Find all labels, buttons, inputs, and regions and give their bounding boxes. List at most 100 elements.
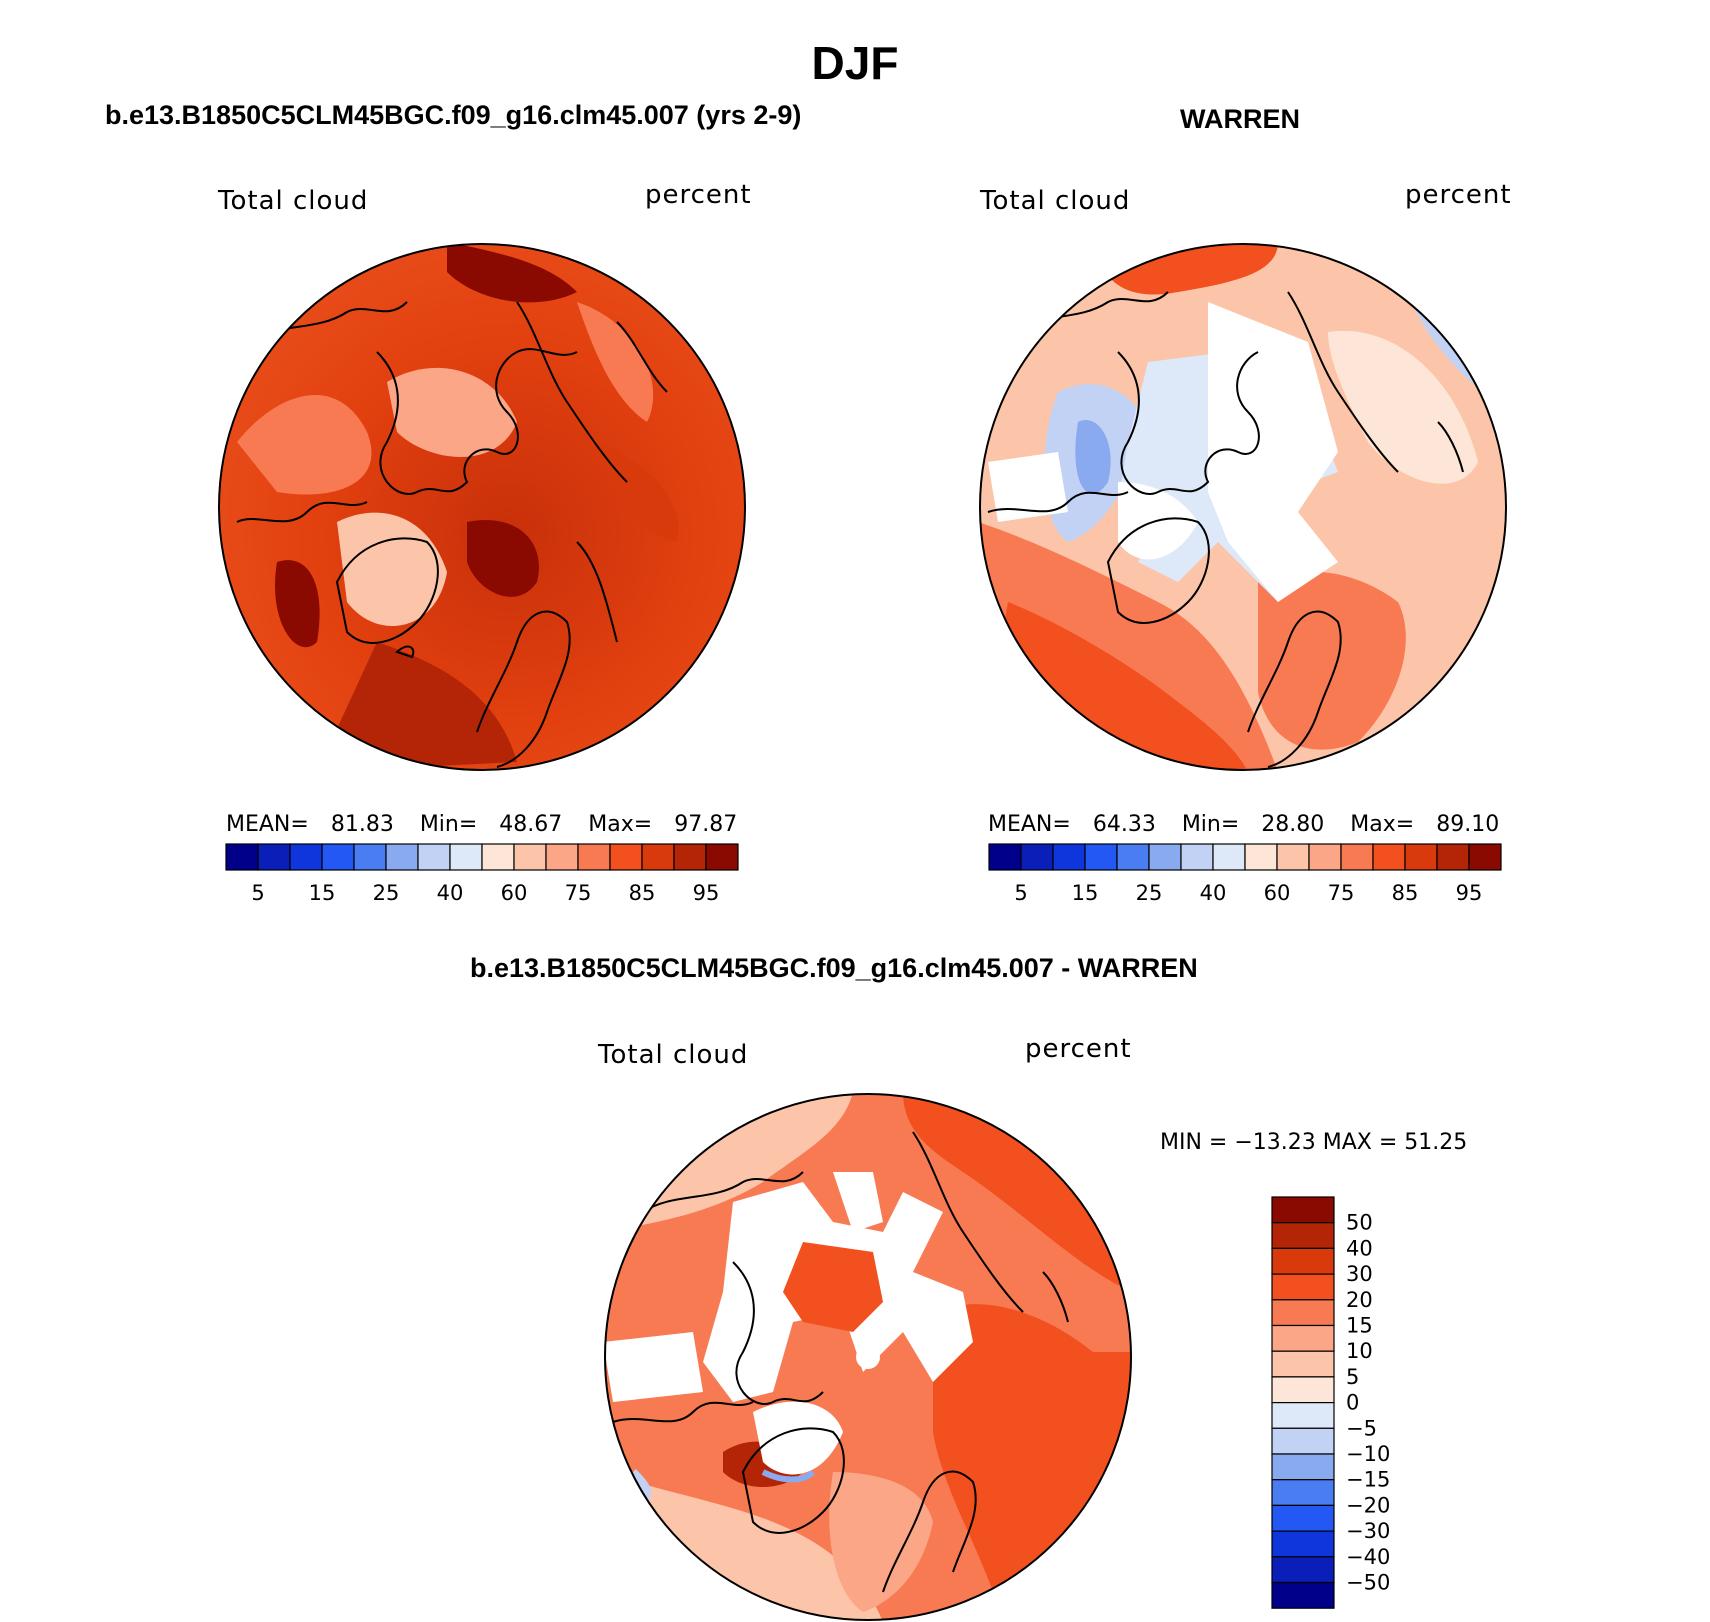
model-colorbar-swatch [385,843,419,871]
obs-mean-label: MEAN= [988,812,1071,837]
diff-colorbar-tick-label: −10 [1346,1442,1390,1466]
model-variable-label: Total cloud [218,186,369,216]
diff-colorbar-swatch [1271,1453,1335,1481]
model-colorbar-swatch [353,843,387,871]
obs-colorbar-tick-label: 25 [1136,881,1163,905]
diff-colorbar-swatch [1271,1324,1335,1352]
obs-colorbar-swatch [1404,843,1438,871]
diff-colorbar-tick-label: 30 [1346,1262,1373,1286]
diff-panel-heading: b.e13.B1850C5CLM45BGC.f09_g16.clm45.007 … [470,953,1198,983]
diff-colorbar-swatch [1271,1504,1335,1532]
diff-colorbar-swatch [1271,1222,1335,1250]
diff-colorbar-swatch [1271,1196,1335,1224]
obs-colorbar-tick-label: 85 [1392,881,1419,905]
obs-colorbar-swatch [1180,843,1214,871]
model-colorbar-tick-label: 85 [629,881,656,905]
model-min-label: Min= [419,812,478,837]
diff-colorbar-tick-label: 40 [1346,1236,1373,1260]
diff-colorbar-tick-label: −20 [1346,1493,1390,1517]
obs-colorbar-tick-label: 5 [1014,881,1027,905]
obs-colorbar-tick-label: 15 [1072,881,1099,905]
obs-mean-value: 64.33 [1092,812,1156,837]
diff-colorbar-tick-label: 15 [1346,1314,1373,1338]
model-colorbar-swatch [289,843,323,871]
figure-title: DJF [811,37,899,89]
model-colorbar-swatch [321,843,355,871]
obs-variable-label: Total cloud [980,186,1131,216]
diff-colorbar-swatch [1271,1479,1335,1507]
diff-units-label: percent [1025,1034,1132,1064]
obs-colorbar-swatch [1468,843,1502,871]
obs-max-label: Max= [1350,812,1415,837]
diff-variable-label: Total cloud [598,1040,749,1070]
diff-colorbar-tick-label: 50 [1346,1211,1373,1235]
model-units-label: percent [645,180,752,210]
model-colorbar-tick-label: 5 [251,881,264,905]
model-panel-heading: b.e13.B1850C5CLM45BGC.f09_g16.clm45.007 … [105,100,802,130]
obs-colorbar-tick-label: 40 [1200,881,1227,905]
model-colorbar-swatch [481,843,515,871]
obs-stats: MEAN= 64.33 Min= 28.80 Max= 89.10 [988,812,1499,837]
model-colorbar-tick-label: 40 [437,881,464,905]
diff-colorbar-tick-label: 20 [1346,1288,1373,1312]
obs-colorbar-swatch [1372,843,1406,871]
obs-colorbar-swatch [1436,843,1470,871]
diff-colorbar-tick-label: 10 [1346,1339,1373,1363]
diff-colorbar-tick-label: −15 [1346,1468,1390,1492]
obs-colorbar-swatch [1084,843,1118,871]
obs-min-label: Min= [1181,812,1240,837]
obs-colorbar-swatch [1212,843,1246,871]
obs-colorbar: 5 15 25 40 60 75 85 95 [988,843,1502,905]
obs-min-value: 28.80 [1261,812,1325,837]
obs-colorbar-swatch [1148,843,1182,871]
model-polar-map [218,243,746,771]
diff-colorbar-swatch [1271,1427,1335,1455]
model-max-label: Max= [588,812,653,837]
diff-colorbar-swatch [1271,1273,1335,1301]
obs-colorbar-swatch [1276,843,1310,871]
obs-colorbar-swatch [1116,843,1150,871]
diff-colorbar-swatch [1271,1350,1335,1378]
model-colorbar-swatch [417,843,451,871]
diff-colorbar-tick-label: −30 [1346,1519,1390,1543]
diff-colorbar-swatch [1271,1376,1335,1404]
obs-colorbar-swatch [1052,843,1086,871]
obs-polar-map [979,243,1507,771]
diff-colorbar-tick-label: 5 [1346,1365,1359,1389]
obs-colorbar-swatch [1308,843,1342,871]
model-mean-value: 81.83 [330,812,394,837]
obs-colorbar-swatch [1340,843,1374,871]
obs-max-value: 89.10 [1436,812,1500,837]
model-colorbar-tick-label: 25 [373,881,400,905]
model-max-value: 97.87 [674,812,738,837]
diff-colorbar-tick-label: −50 [1346,1571,1390,1595]
model-colorbar-swatch [449,843,483,871]
diff-colorbar-swatch [1271,1299,1335,1327]
obs-colorbar-swatch [1244,843,1278,871]
model-colorbar-tick-label: 15 [309,881,336,905]
model-colorbar-swatch [225,843,259,871]
diff-colorbar-tick-label: −5 [1346,1416,1377,1440]
obs-colorbar-swatch [1020,843,1054,871]
obs-colorbar-swatch [988,843,1022,871]
obs-units-label: percent [1405,180,1512,210]
diff-colorbar-swatch [1271,1530,1335,1558]
model-colorbar: 5 15 25 40 60 75 85 95 [225,843,739,905]
diff-colorbar-swatch [1271,1556,1335,1584]
model-min-value: 48.67 [499,812,563,837]
model-colorbar-tick-label: 60 [501,881,528,905]
model-colorbar-swatch [641,843,675,871]
model-mean-label: MEAN= [226,812,309,837]
model-colorbar-swatch [609,843,643,871]
model-colorbar-swatch [545,843,579,871]
diff-polar-map [604,1093,1132,1621]
model-stats: MEAN= 81.83 Min= 48.67 Max= 97.87 [226,812,737,837]
obs-colorbar-tick-label: 75 [1328,881,1355,905]
diff-colorbar-swatch [1271,1402,1335,1429]
diff-colorbar-tick-label: 0 [1346,1391,1359,1415]
diff-colorbar-tick-label: −40 [1346,1545,1390,1569]
model-colorbar-swatch [705,843,739,871]
model-colorbar-tick-label: 95 [693,881,720,905]
model-colorbar-swatch [673,843,707,871]
